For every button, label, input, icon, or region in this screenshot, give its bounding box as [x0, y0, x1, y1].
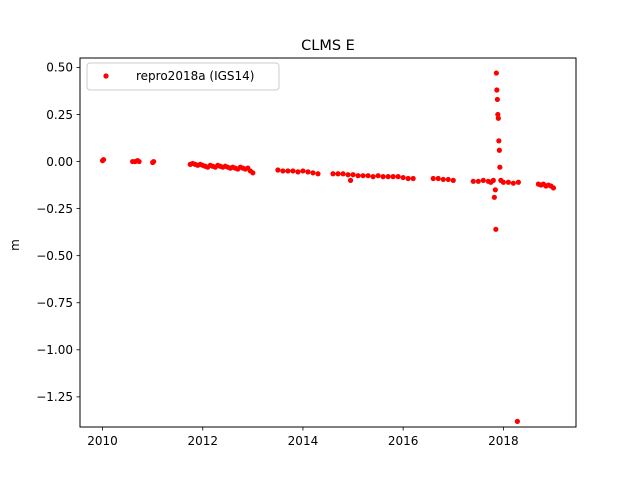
x-tick-label: 2010 [87, 434, 118, 448]
data-point [510, 180, 516, 186]
data-point [250, 170, 256, 176]
data-point [136, 158, 142, 165]
data-point [275, 167, 281, 173]
y-tick-label: −0.75 [36, 296, 73, 310]
data-point [430, 175, 436, 182]
y-tick-label: −0.25 [36, 202, 73, 216]
data-point [305, 169, 311, 175]
legend-marker [103, 73, 109, 79]
x-tick-label: 2012 [187, 434, 218, 448]
chart-title: CLMS E [301, 38, 355, 54]
data-point [365, 173, 371, 179]
data-point [496, 138, 502, 144]
data-point [335, 171, 341, 177]
data-point [493, 70, 499, 76]
data-point [330, 171, 336, 177]
y-tick-label: 0.00 [46, 155, 73, 169]
data-point [290, 168, 296, 174]
data-points [99, 70, 557, 424]
data-point [494, 96, 500, 103]
data-point [340, 171, 346, 177]
data-point [370, 174, 376, 180]
data-point [490, 177, 496, 183]
data-point [360, 173, 366, 179]
data-point [495, 115, 501, 121]
data-point [295, 169, 301, 175]
data-point [410, 175, 416, 182]
data-point [280, 168, 286, 174]
data-point [151, 158, 157, 165]
data-point [500, 179, 506, 185]
data-point [285, 168, 291, 174]
data-point [395, 174, 401, 180]
legend-label: repro2018a (IGS14) [136, 69, 254, 83]
y-tick-label: −0.50 [36, 249, 73, 263]
data-point [375, 173, 381, 179]
y-tick-label: 0.25 [46, 108, 73, 122]
y-tick-label: 0.50 [46, 61, 73, 75]
data-point [494, 87, 500, 93]
data-point [400, 174, 406, 181]
data-point [315, 171, 321, 177]
data-point [347, 177, 354, 183]
data-point [550, 185, 557, 191]
plot-frame [79, 57, 577, 428]
data-point [405, 175, 411, 182]
data-point [390, 174, 396, 180]
data-point [492, 187, 498, 193]
data-point [355, 173, 361, 179]
data-point [100, 157, 107, 163]
data-point [300, 168, 306, 174]
y-axis: 0.50 0.25 0.00 −0.25 −0.50 −0.75 −1.00 −1.25 [36, 61, 80, 404]
y-tick-label: −1.25 [36, 390, 73, 404]
data-point [493, 226, 499, 232]
data-point [350, 172, 356, 178]
x-tick-label: 2014 [288, 434, 319, 448]
data-point [491, 194, 497, 200]
data-point [497, 164, 503, 170]
x-axis: 2010 2012 2014 2016 2018 [87, 427, 519, 448]
data-point [345, 172, 351, 178]
y-tick-label: −1.00 [36, 343, 73, 357]
data-point [480, 177, 486, 183]
plot-area [79, 57, 577, 428]
data-point [310, 170, 316, 176]
data-point [380, 174, 386, 180]
data-point [515, 179, 521, 185]
data-point [450, 177, 456, 183]
data-point [475, 178, 481, 184]
y-axis-label: m [8, 239, 22, 251]
data-point [514, 418, 520, 424]
legend-box [86, 62, 280, 91]
data-point [470, 178, 476, 184]
data-point [445, 176, 451, 183]
data-point [385, 174, 391, 180]
data-point [435, 175, 441, 182]
data-point [496, 147, 502, 153]
data-point [440, 176, 446, 183]
legend: repro2018a (IGS14) [86, 62, 280, 91]
x-tick-label: 2016 [388, 434, 419, 448]
data-point [505, 179, 511, 185]
x-tick-label: 2018 [488, 434, 519, 448]
